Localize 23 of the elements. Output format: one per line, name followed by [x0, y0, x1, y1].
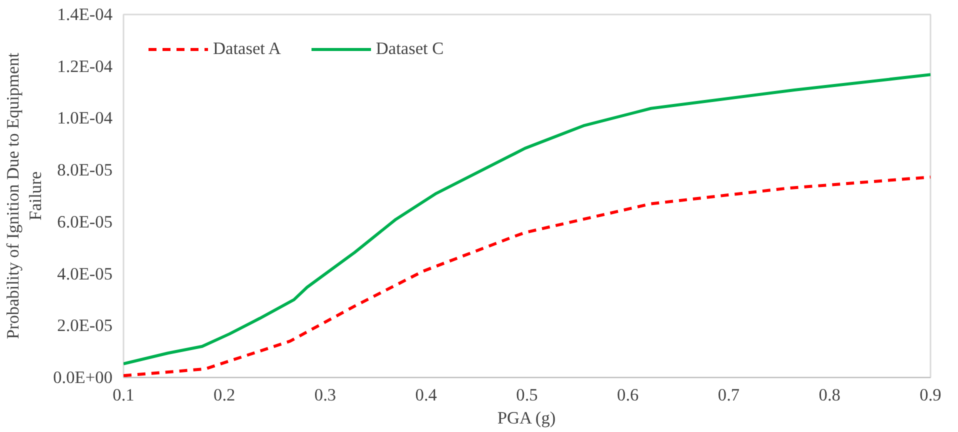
y-tick-label: 1.4E-04: [57, 5, 113, 24]
x-tick-label: 0.1: [112, 386, 134, 404]
y-axis-title: Probability of Ignition Due to Equipment Failure: [3, 52, 46, 340]
line-series: [124, 73, 930, 366]
x-tick-label: 0.9: [920, 386, 942, 404]
legend-label: Dataset A: [213, 39, 281, 59]
y-tick-label: 2.0E-05: [57, 316, 112, 336]
x-tick-label: 0.4: [415, 386, 438, 404]
x-tick-label: 0.8: [818, 386, 840, 404]
x-tick-label: 0.7: [718, 386, 740, 404]
y-tick-label: 6.0E-05: [57, 212, 112, 232]
y-tick-label: 0.0E+00: [53, 368, 113, 387]
legend-label: Dataset C: [376, 39, 444, 59]
y-tick-label: 1.2E-04: [57, 56, 113, 76]
x-axis-title: PGA (g): [497, 408, 556, 428]
x-tick-label: 0.5: [516, 386, 538, 404]
x-tick-label: 0.2: [214, 386, 236, 404]
x-tick-label: 0.3: [314, 386, 336, 404]
y-tick-label: 8.0E-05: [57, 160, 112, 180]
line-series: [124, 176, 930, 378]
y-tick-label: 1.0E-04: [57, 108, 113, 128]
x-tick-label: 0.6: [617, 386, 640, 404]
y-tick-label: 4.0E-05: [57, 264, 112, 284]
